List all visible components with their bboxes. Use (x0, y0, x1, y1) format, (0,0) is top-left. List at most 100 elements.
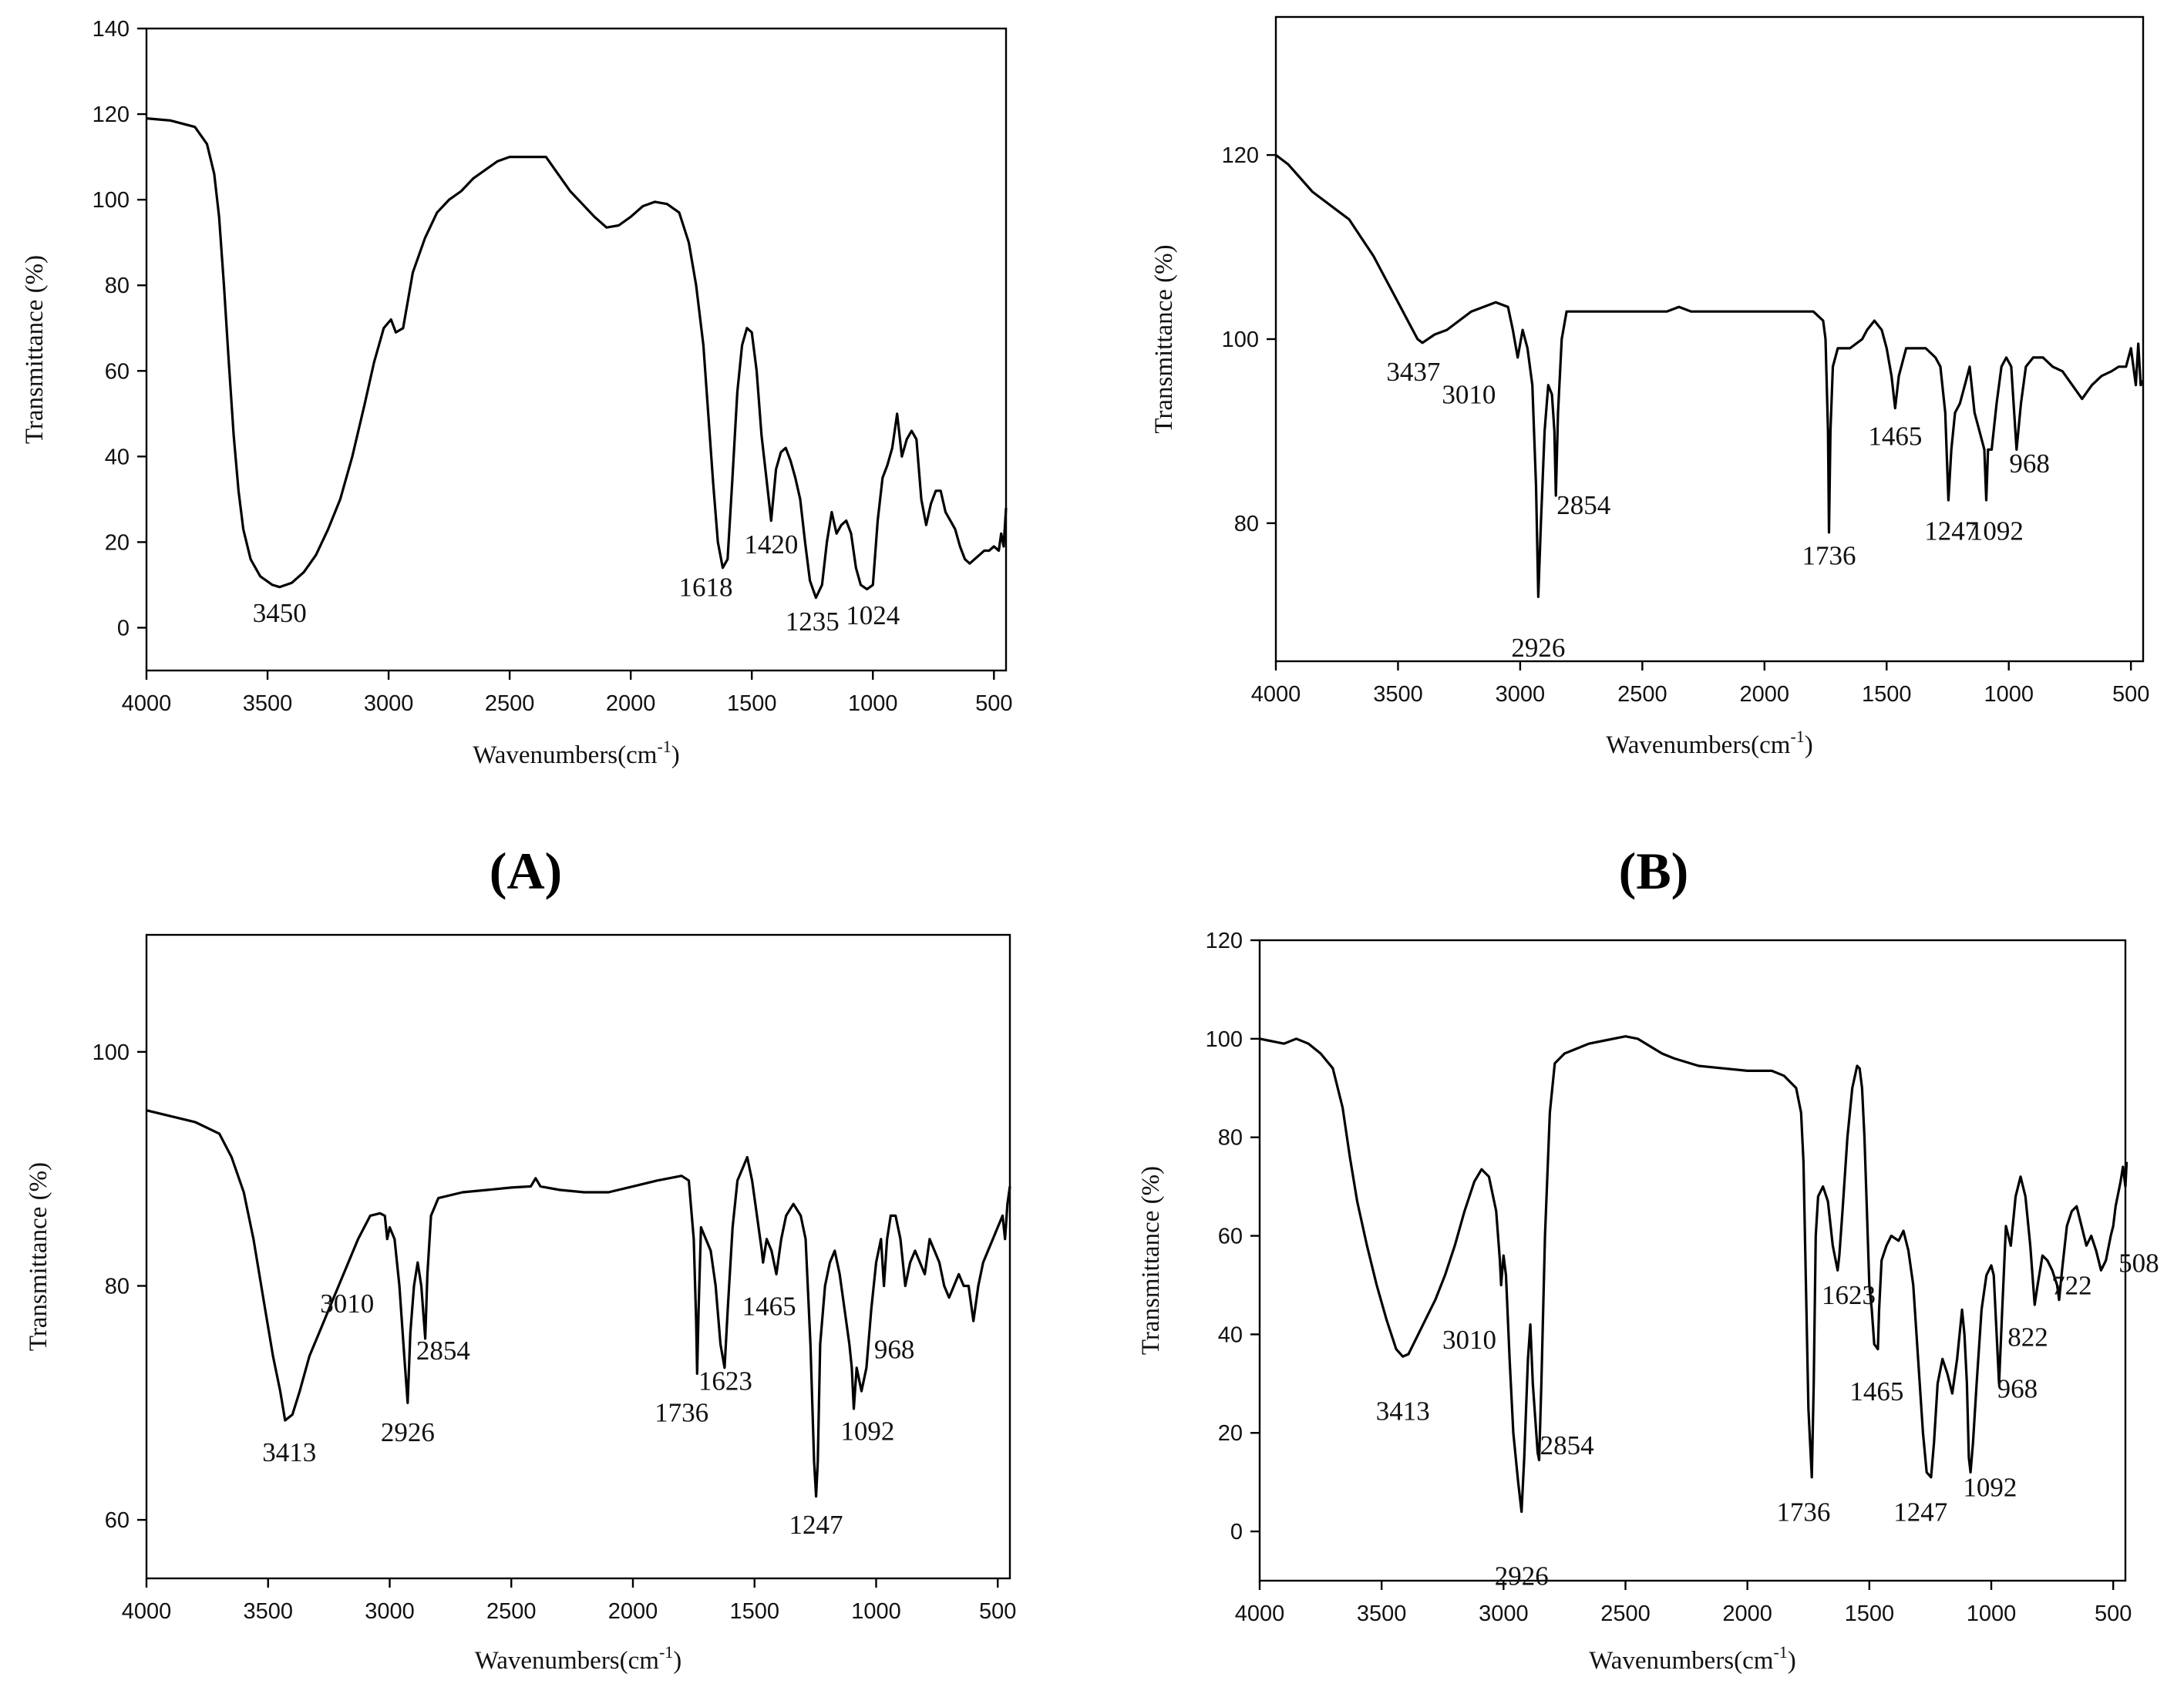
y-tick-label: 120 (1222, 143, 1259, 168)
x-axis-label-c: Wavenumbers(cm-1) (475, 1642, 682, 1675)
x-tick-label: 4000 (1235, 1601, 1285, 1626)
peak-label: 2926 (1511, 633, 1565, 663)
x-tick-label: 1000 (848, 691, 898, 716)
peak-label: 1247 (789, 1510, 843, 1540)
y-axis-label-a: Transmittance (%) (21, 255, 49, 444)
peak-label: 1092 (1963, 1473, 2017, 1503)
plot-frame-a (145, 27, 1008, 672)
x-tick-label: 2000 (606, 691, 656, 716)
chart-panel-c: 4000 3500 3000 2500 2000 1500 1000 500 60 80 100 Wa… (25, 933, 1016, 1675)
x-tick-label: 2000 (1722, 1601, 1772, 1626)
peak-label: 1623 (1822, 1280, 1876, 1310)
plot-frame-d (1258, 939, 2127, 1582)
peak-label: 2926 (381, 1417, 435, 1447)
x-tick-label: 1500 (729, 1599, 779, 1624)
x-axis-label-b: Wavenumbers(cm-1) (1606, 727, 1813, 759)
y-tick-label: 80 (105, 1274, 130, 1299)
peak-label: 722 (2051, 1270, 2092, 1300)
spectrum-line-c (146, 1109, 1011, 1498)
y-tick-label: 80 (105, 274, 130, 298)
peak-label: 2854 (416, 1336, 470, 1366)
peak-label: 3010 (320, 1289, 374, 1319)
peak-label: 1092 (840, 1417, 894, 1447)
peak-label: 3010 (1442, 380, 1496, 410)
x-tick-label: 3500 (1373, 682, 1423, 707)
x-tick-label: 2000 (1740, 682, 1790, 707)
x-tick-label: 1000 (1967, 1601, 2017, 1626)
peak-label: 1465 (1849, 1376, 1903, 1407)
peak-label: 968 (874, 1334, 915, 1364)
y-tick-label: 60 (105, 1508, 130, 1533)
x-tick-label: 1500 (1862, 682, 1912, 707)
x-tick-label: 2500 (486, 1599, 537, 1624)
y-tick-label: 100 (93, 1040, 130, 1065)
y-tick-label: 20 (1218, 1421, 1243, 1446)
x-tick-label: 2500 (485, 691, 535, 716)
peak-label: 1247 (1924, 516, 1978, 546)
x-tick-label: 500 (975, 691, 1012, 716)
plot-frame-c (145, 933, 1011, 1580)
y-axis-label-d: Transmittance (%) (1137, 1166, 1165, 1355)
x-tick-label: 1500 (727, 691, 777, 716)
peak-label: 1092 (1970, 516, 2024, 546)
x-tick-label: 2500 (1600, 1601, 1651, 1626)
y-tick-label: 80 (1234, 512, 1259, 536)
x-tick-label: 3000 (364, 691, 414, 716)
y-tick-label: 60 (1218, 1225, 1243, 1249)
x-tick-label: 1000 (1984, 682, 2034, 707)
y-tick-label: 60 (105, 359, 130, 384)
peak-label: 968 (1997, 1374, 2038, 1404)
y-tick-label: 120 (93, 103, 130, 127)
y-tick-label: 100 (1222, 328, 1259, 352)
y-axis-label-b: Transmittance (%) (1150, 244, 1178, 433)
chart-panel-b: 4000 3500 3000 2500 2000 1500 1000 500 80 100 120 W… (1150, 15, 2149, 759)
x-tick-label: 3500 (1357, 1601, 1407, 1626)
peak-label: 3450 (253, 598, 307, 628)
chart-panel-a: 4000 3500 3000 2500 2000 1500 1000 500 0 20 40 60 80… (21, 17, 1012, 769)
x-axis-label-d: Wavenumbers(cm-1) (1589, 1642, 1796, 1675)
panel-label-b: (B) (1619, 842, 1689, 900)
peak-label: 1736 (655, 1397, 708, 1427)
x-tick-label: 4000 (122, 691, 172, 716)
spectrum-line-a (146, 117, 1008, 600)
y-tick-label: 40 (1218, 1323, 1243, 1347)
x-tick-label: 500 (979, 1599, 1016, 1624)
y-tick-label: 100 (93, 188, 130, 213)
y-axis-label-c: Transmittance (%) (25, 1162, 52, 1351)
x-tick-label: 3500 (243, 691, 293, 716)
x-tick-label: 2000 (608, 1599, 658, 1624)
x-tick-label: 500 (2112, 682, 2149, 707)
panel-label-a: (A) (490, 842, 562, 900)
peak-label: 3437 (1386, 357, 1440, 387)
peak-label: 1024 (846, 600, 900, 630)
peak-label: 508 (2118, 1249, 2159, 1279)
peak-label: 968 (2009, 449, 2050, 479)
spectrum-line-d (1259, 1035, 2128, 1514)
peak-label: 3413 (1376, 1396, 1430, 1426)
x-axis-label-a: Wavenumbers(cm-1) (473, 737, 680, 769)
spectrum-line-b (1275, 153, 2145, 598)
x-tick-label: 500 (2095, 1601, 2132, 1626)
y-tick-label: 0 (1230, 1520, 1243, 1544)
peak-label: 1736 (1802, 541, 1856, 571)
y-tick-label: 120 (1206, 929, 1243, 953)
peak-label: 1736 (1776, 1497, 1830, 1528)
peak-label: 1618 (679, 573, 733, 603)
peak-label: 1235 (786, 607, 840, 637)
peak-label: 1465 (1868, 421, 1922, 451)
y-tick-label: 100 (1206, 1027, 1243, 1052)
y-tick-label: 140 (93, 17, 130, 42)
x-tick-label: 3500 (243, 1599, 293, 1624)
peak-label: 2854 (1540, 1430, 1594, 1460)
peak-label: 2926 (1495, 1561, 1549, 1591)
peak-label: 1247 (1893, 1497, 1947, 1528)
peak-label: 822 (2007, 1323, 2048, 1353)
y-tick-label: 20 (105, 530, 130, 555)
x-tick-label: 1000 (851, 1599, 901, 1624)
y-tick-label: 0 (117, 616, 130, 640)
peak-label: 1420 (744, 529, 798, 560)
x-tick-label: 3000 (1496, 682, 1546, 707)
x-tick-label: 3000 (365, 1599, 415, 1624)
y-tick-label: 40 (105, 445, 130, 469)
